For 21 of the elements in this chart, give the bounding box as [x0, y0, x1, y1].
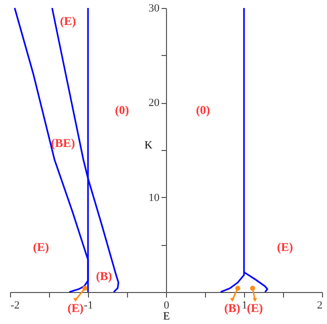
annotation: (E)	[68, 301, 84, 315]
x-tick-label: 2	[317, 300, 322, 312]
annotation: (E)	[33, 240, 49, 254]
x-tick-label: -2	[10, 300, 20, 312]
x-tick-label: -1	[84, 300, 94, 312]
annotation: (E)	[60, 14, 76, 28]
annotation: (B)	[96, 269, 112, 283]
annotation: (0)	[196, 103, 210, 117]
x-tick-label: 0	[164, 300, 170, 312]
line-series	[14, 7, 89, 293]
annotation: (E)	[277, 240, 293, 254]
y-tick-label: 20	[148, 97, 160, 110]
y-tick-label: 10	[148, 192, 160, 204]
y-axis-title: K	[144, 140, 153, 152]
annotation: (B)	[224, 301, 240, 315]
annotation: (BE)	[51, 136, 76, 150]
x-tick-label: 1	[242, 300, 248, 312]
y-tick-label: 30	[148, 2, 160, 14]
annotation: (0)	[115, 103, 129, 117]
x-axis-title: E	[163, 310, 170, 322]
annotation: (E)	[246, 301, 263, 315]
